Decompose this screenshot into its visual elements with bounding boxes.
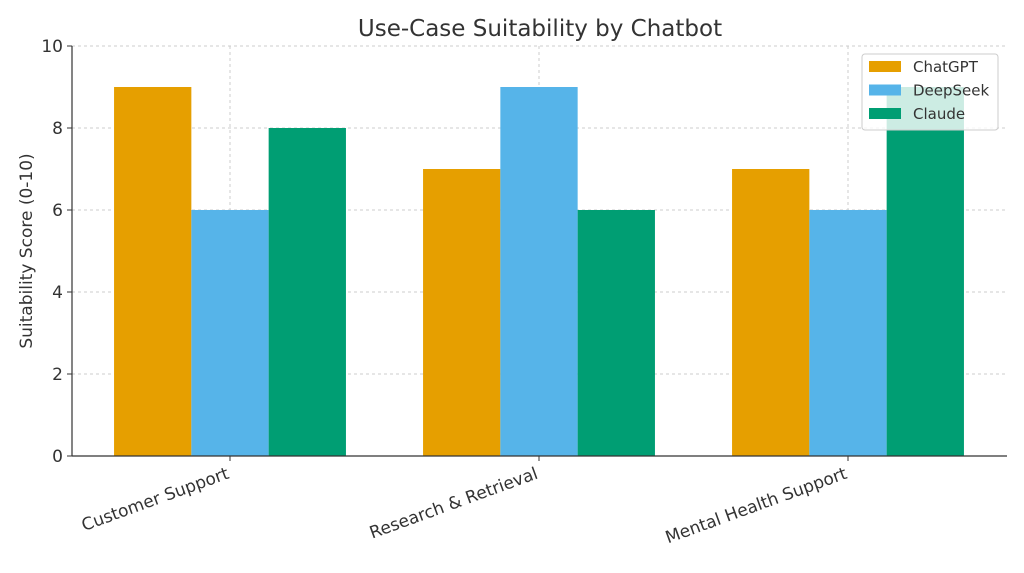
bars	[114, 87, 964, 456]
legend-swatch-chatgpt	[869, 61, 901, 72]
x-tick-label: Customer Support	[79, 464, 232, 536]
bar-chatgpt-0	[114, 87, 192, 456]
bar-deepseek-1	[500, 87, 578, 456]
x-tick-label: Research & Retrieval	[367, 464, 541, 544]
x-ticks: Customer Support Research & Retrieval Ment…	[79, 456, 850, 548]
bar-claude-0	[268, 128, 346, 456]
legend: ChatGPT DeepSeek Claude	[861, 53, 999, 131]
y-ticks: 0 2 4 6 8 10	[41, 37, 72, 467]
y-tick-label: 4	[52, 283, 63, 303]
y-tick-label: 8	[52, 119, 63, 139]
legend-swatch-deepseek	[869, 84, 901, 96]
y-tick-label: 10	[41, 37, 63, 57]
bar-chatgpt-1	[423, 169, 501, 456]
bar-deepseek-2	[809, 210, 887, 456]
legend-label: DeepSeek	[913, 82, 990, 100]
y-axis-label: Suitability Score (0-10)	[17, 153, 37, 348]
bar-claude-1	[577, 210, 655, 456]
legend-label: ChatGPT	[913, 58, 979, 76]
y-tick-label: 0	[52, 447, 63, 467]
legend-label: Claude	[913, 105, 965, 123]
y-tick-label: 6	[52, 201, 63, 221]
x-tick-label: Mental Health Support	[663, 464, 850, 548]
bar-deepseek-0	[191, 210, 269, 456]
legend-swatch-claude	[869, 108, 901, 119]
bar-claude-2	[886, 87, 964, 456]
chart-title: Use-Case Suitability by Chatbot	[358, 16, 722, 42]
bar-chatgpt-2	[732, 169, 810, 456]
y-tick-label: 2	[52, 365, 63, 385]
